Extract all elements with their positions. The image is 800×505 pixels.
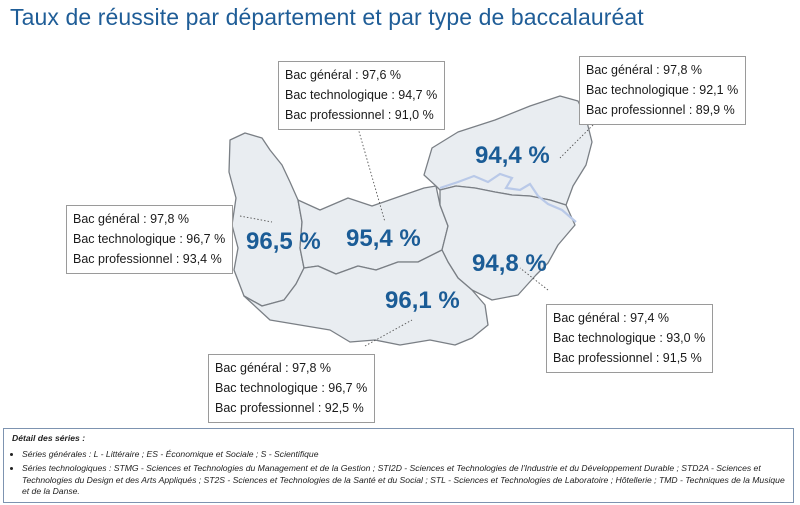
rate-seine-maritime: 94,4 % xyxy=(475,142,550,169)
page-title: Taux de réussite par département et par … xyxy=(10,4,644,30)
normandy-map xyxy=(228,95,599,347)
details-manche: Bac général : 97,8 % Bac technologique :… xyxy=(66,205,234,274)
rate-orne: 96,1 % xyxy=(385,287,460,314)
details-eure: Bac général : 97,4 % Bac technologique :… xyxy=(546,304,714,373)
detail-general: Bac général : 97,6 % xyxy=(285,68,402,82)
detail-professionnel: Bac professionnel : 93,4 % xyxy=(73,252,222,266)
rate-eure: 94,8 % xyxy=(472,250,547,277)
rate-calvados: 95,4 % xyxy=(346,225,421,252)
legend-techno-text: Séries technologiques : STMG - Sciences … xyxy=(22,463,785,496)
series-legend: Détail des séries : Séries générales : L… xyxy=(3,428,794,503)
detail-general: Bac général : 97,8 % xyxy=(73,212,190,226)
legend-general-text: Séries générales : L - Littéraire ; ES -… xyxy=(22,448,319,459)
river-seine xyxy=(439,172,577,223)
detail-general: Bac général : 97,4 % xyxy=(553,311,670,325)
detail-professionnel: Bac professionnel : 92,5 % xyxy=(215,401,364,415)
detail-general: Bac général : 97,8 % xyxy=(586,63,703,77)
detail-professionnel: Bac professionnel : 89,9 % xyxy=(586,103,735,117)
detail-technologique: Bac technologique : 93,0 % xyxy=(553,331,706,345)
rate-manche: 96,5 % xyxy=(246,228,321,255)
legend-general-series: Séries générales : L - Littéraire ; ES -… xyxy=(22,449,785,461)
legend-techno-series: Séries technologiques : STMG - Sciences … xyxy=(22,463,785,498)
detail-technologique: Bac technologique : 94,7 % xyxy=(285,88,438,102)
region-orne[interactable] xyxy=(243,249,489,346)
legend-title: Détail des séries : xyxy=(12,433,86,443)
detail-technologique: Bac technologique : 92,1 % xyxy=(586,83,739,97)
detail-professionnel: Bac professionnel : 91,0 % xyxy=(285,108,434,122)
details-orne: Bac général : 97,8 % Bac technologique :… xyxy=(208,354,376,423)
region-manche[interactable] xyxy=(228,132,305,307)
leader-eure xyxy=(519,267,549,291)
detail-general: Bac général : 97,8 % xyxy=(215,361,332,375)
detail-technologique: Bac technologique : 96,7 % xyxy=(215,381,368,395)
detail-professionnel: Bac professionnel : 91,5 % xyxy=(553,351,702,365)
detail-technologique: Bac technologique : 96,7 % xyxy=(73,232,226,246)
details-seine-maritime: Bac général : 97,8 % Bac technologique :… xyxy=(579,56,747,125)
leader-calvados xyxy=(357,127,386,223)
details-calvados: Bac général : 97,6 % Bac technologique :… xyxy=(278,61,446,130)
